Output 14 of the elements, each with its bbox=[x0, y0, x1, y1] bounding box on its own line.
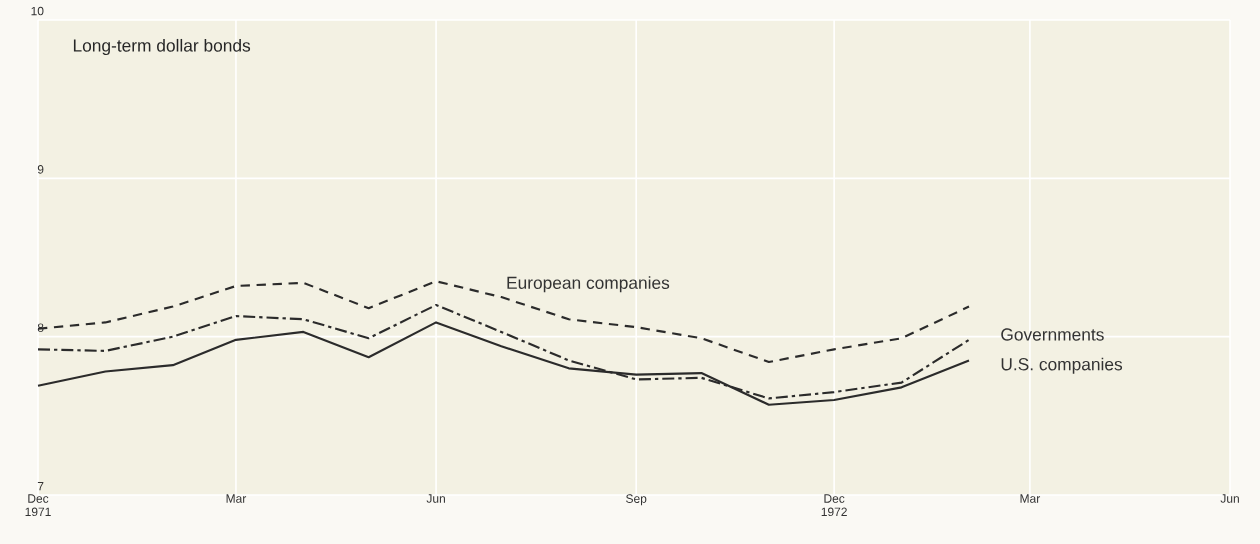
x-tick-label: Dec 1972 bbox=[821, 494, 847, 517]
series-label: Governments bbox=[1001, 328, 1104, 341]
x-tick-label: Dec 1971 bbox=[25, 494, 51, 517]
series-label: European companies bbox=[507, 276, 670, 293]
x-tick-label: Jun bbox=[426, 494, 445, 503]
x-tick-label: Mar bbox=[226, 494, 247, 503]
text: Long-term dollar bonds bbox=[73, 38, 251, 56]
x-tick-label: Sep bbox=[626, 494, 647, 506]
y-tick-label: 7 bbox=[37, 482, 44, 491]
x-tick-label: Jun bbox=[1220, 494, 1239, 503]
y-tick-label: 9 bbox=[37, 165, 44, 174]
x-tick-label: Mar bbox=[1020, 494, 1041, 503]
series-label: U.S. companies bbox=[1001, 357, 1123, 374]
y-tick-label: 10 bbox=[31, 6, 44, 16]
